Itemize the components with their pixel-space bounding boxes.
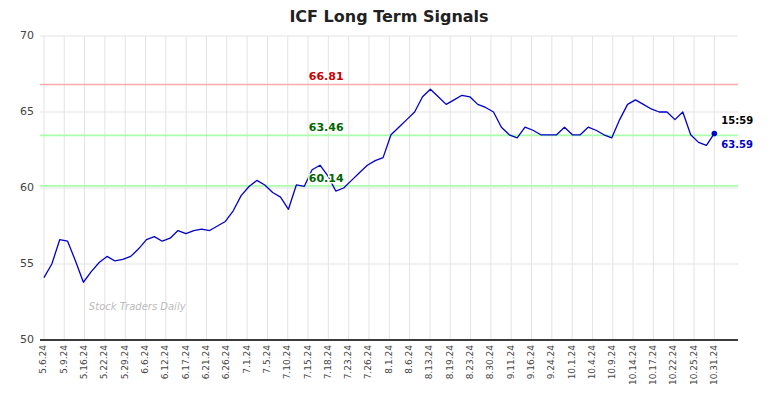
y-tick-label: 70 [20, 29, 34, 42]
x-tick-label: 10.25.24 [689, 345, 699, 385]
x-grid-line [145, 36, 146, 340]
y-tick-label: 50 [20, 333, 34, 346]
x-grid-line [450, 36, 451, 340]
x-tick-label: 5.22.24 [99, 345, 109, 380]
title: ICF Long Term Signals [289, 7, 488, 26]
x-tick-label: 8.6.24 [404, 345, 414, 374]
x-grid-line [64, 36, 65, 340]
x-tick-label: 8.1.24 [384, 345, 394, 374]
x-tick-label: 7.15.24 [303, 345, 313, 380]
x-tick-label: 10.4.24 [587, 345, 597, 380]
x-grid-line [511, 36, 512, 340]
x-tick-label: 5.29.24 [120, 345, 130, 380]
chart: ICF Long Term Signals 50 55 60 65 70 5.6.24 5.9… [0, 0, 784, 398]
x-tick-label: 7.5.24 [262, 345, 272, 374]
x-tick-label: 7.1.24 [242, 345, 252, 374]
x-grid-line [409, 36, 410, 340]
x-tick-label: 8.23.24 [465, 345, 475, 380]
x-grid-line [368, 36, 369, 340]
reference-line [40, 185, 738, 187]
x-grid-line [165, 36, 166, 340]
x-tick-label: 6.6.24 [140, 345, 150, 374]
x-grid-line [429, 36, 430, 340]
x-grid-line [226, 36, 227, 340]
x-tick-label: 8.13.24 [424, 345, 434, 380]
x-tick-label: 6.17.24 [181, 345, 191, 380]
y-tick-label: 65 [20, 105, 34, 118]
y-tick-label: 55 [20, 257, 34, 270]
x-tick-label: 6.21.24 [201, 345, 211, 380]
reference-line [40, 135, 738, 137]
x-grid-line [84, 36, 85, 340]
x-grid-line [470, 36, 471, 340]
x-grid-line [287, 36, 288, 340]
background [0, 0, 784, 398]
price-line [44, 89, 714, 282]
x-grid-line [551, 36, 552, 340]
x-grid-line [490, 36, 491, 340]
x-grid-line [531, 36, 532, 340]
x-tick-label: 6.12.24 [160, 345, 170, 380]
x-tick-label: 5.16.24 [79, 345, 89, 380]
x-tick-label: 10.9.24 [607, 345, 617, 380]
x-grid-line [572, 36, 573, 340]
x-grid-line [206, 36, 207, 340]
y-tick-label: 60 [20, 181, 34, 194]
x-grid-line [186, 36, 187, 340]
x-grid-line [104, 36, 105, 340]
x-grid-line [633, 36, 634, 340]
x-tick-label: 7.26.24 [363, 345, 373, 380]
reference-label: 63.46 [309, 121, 344, 134]
x-tick-label: 5.6.24 [38, 345, 48, 374]
x-tick-label: 10.31.24 [709, 345, 719, 385]
x-grid-line [653, 36, 654, 340]
x-tick-label: 10.14.24 [628, 345, 638, 385]
x-grid-line [612, 36, 613, 340]
reference-line [40, 84, 738, 86]
last-time-label: 15:59 [721, 115, 753, 126]
x-tick-label: 7.23.24 [343, 345, 353, 380]
x-grid-line [714, 36, 715, 340]
x-tick-label: 8.19.24 [445, 345, 455, 380]
x-axis-line [40, 339, 738, 341]
last-value-label: 63.59 [721, 139, 753, 150]
x-grid-line [694, 36, 695, 340]
x-grid-line [125, 36, 126, 340]
x-tick-label: 9.16.24 [526, 345, 536, 380]
watermark: Stock Traders Daily [89, 301, 187, 312]
x-tick-label: 10.22.24 [668, 345, 678, 385]
x-tick-label: 6.26.24 [221, 345, 231, 380]
reference-label: 66.81 [309, 70, 344, 83]
grid [40, 36, 738, 340]
end-dot [712, 131, 718, 137]
x-tick-label: 8.30.24 [485, 345, 495, 380]
x-tick-label: 9.24.24 [546, 345, 556, 380]
reference-label: 60.14 [309, 172, 344, 185]
y-grid-line [40, 340, 738, 341]
x-tick-label: 10.1.24 [567, 345, 577, 380]
x-tick-label: 9.11.24 [506, 345, 516, 380]
x-tick-label: 7.18.24 [323, 345, 333, 380]
x-tick-label: 10.17.24 [648, 345, 658, 385]
x-grid-line [389, 36, 390, 340]
x-grid-line [43, 36, 44, 340]
plot-area [40, 84, 738, 282]
x-grid-line [348, 36, 349, 340]
x-tick-label: 7.10.24 [282, 345, 292, 380]
x-grid-line [592, 36, 593, 340]
x-grid-line [673, 36, 674, 340]
x-tick-label: 5.9.24 [59, 345, 69, 374]
